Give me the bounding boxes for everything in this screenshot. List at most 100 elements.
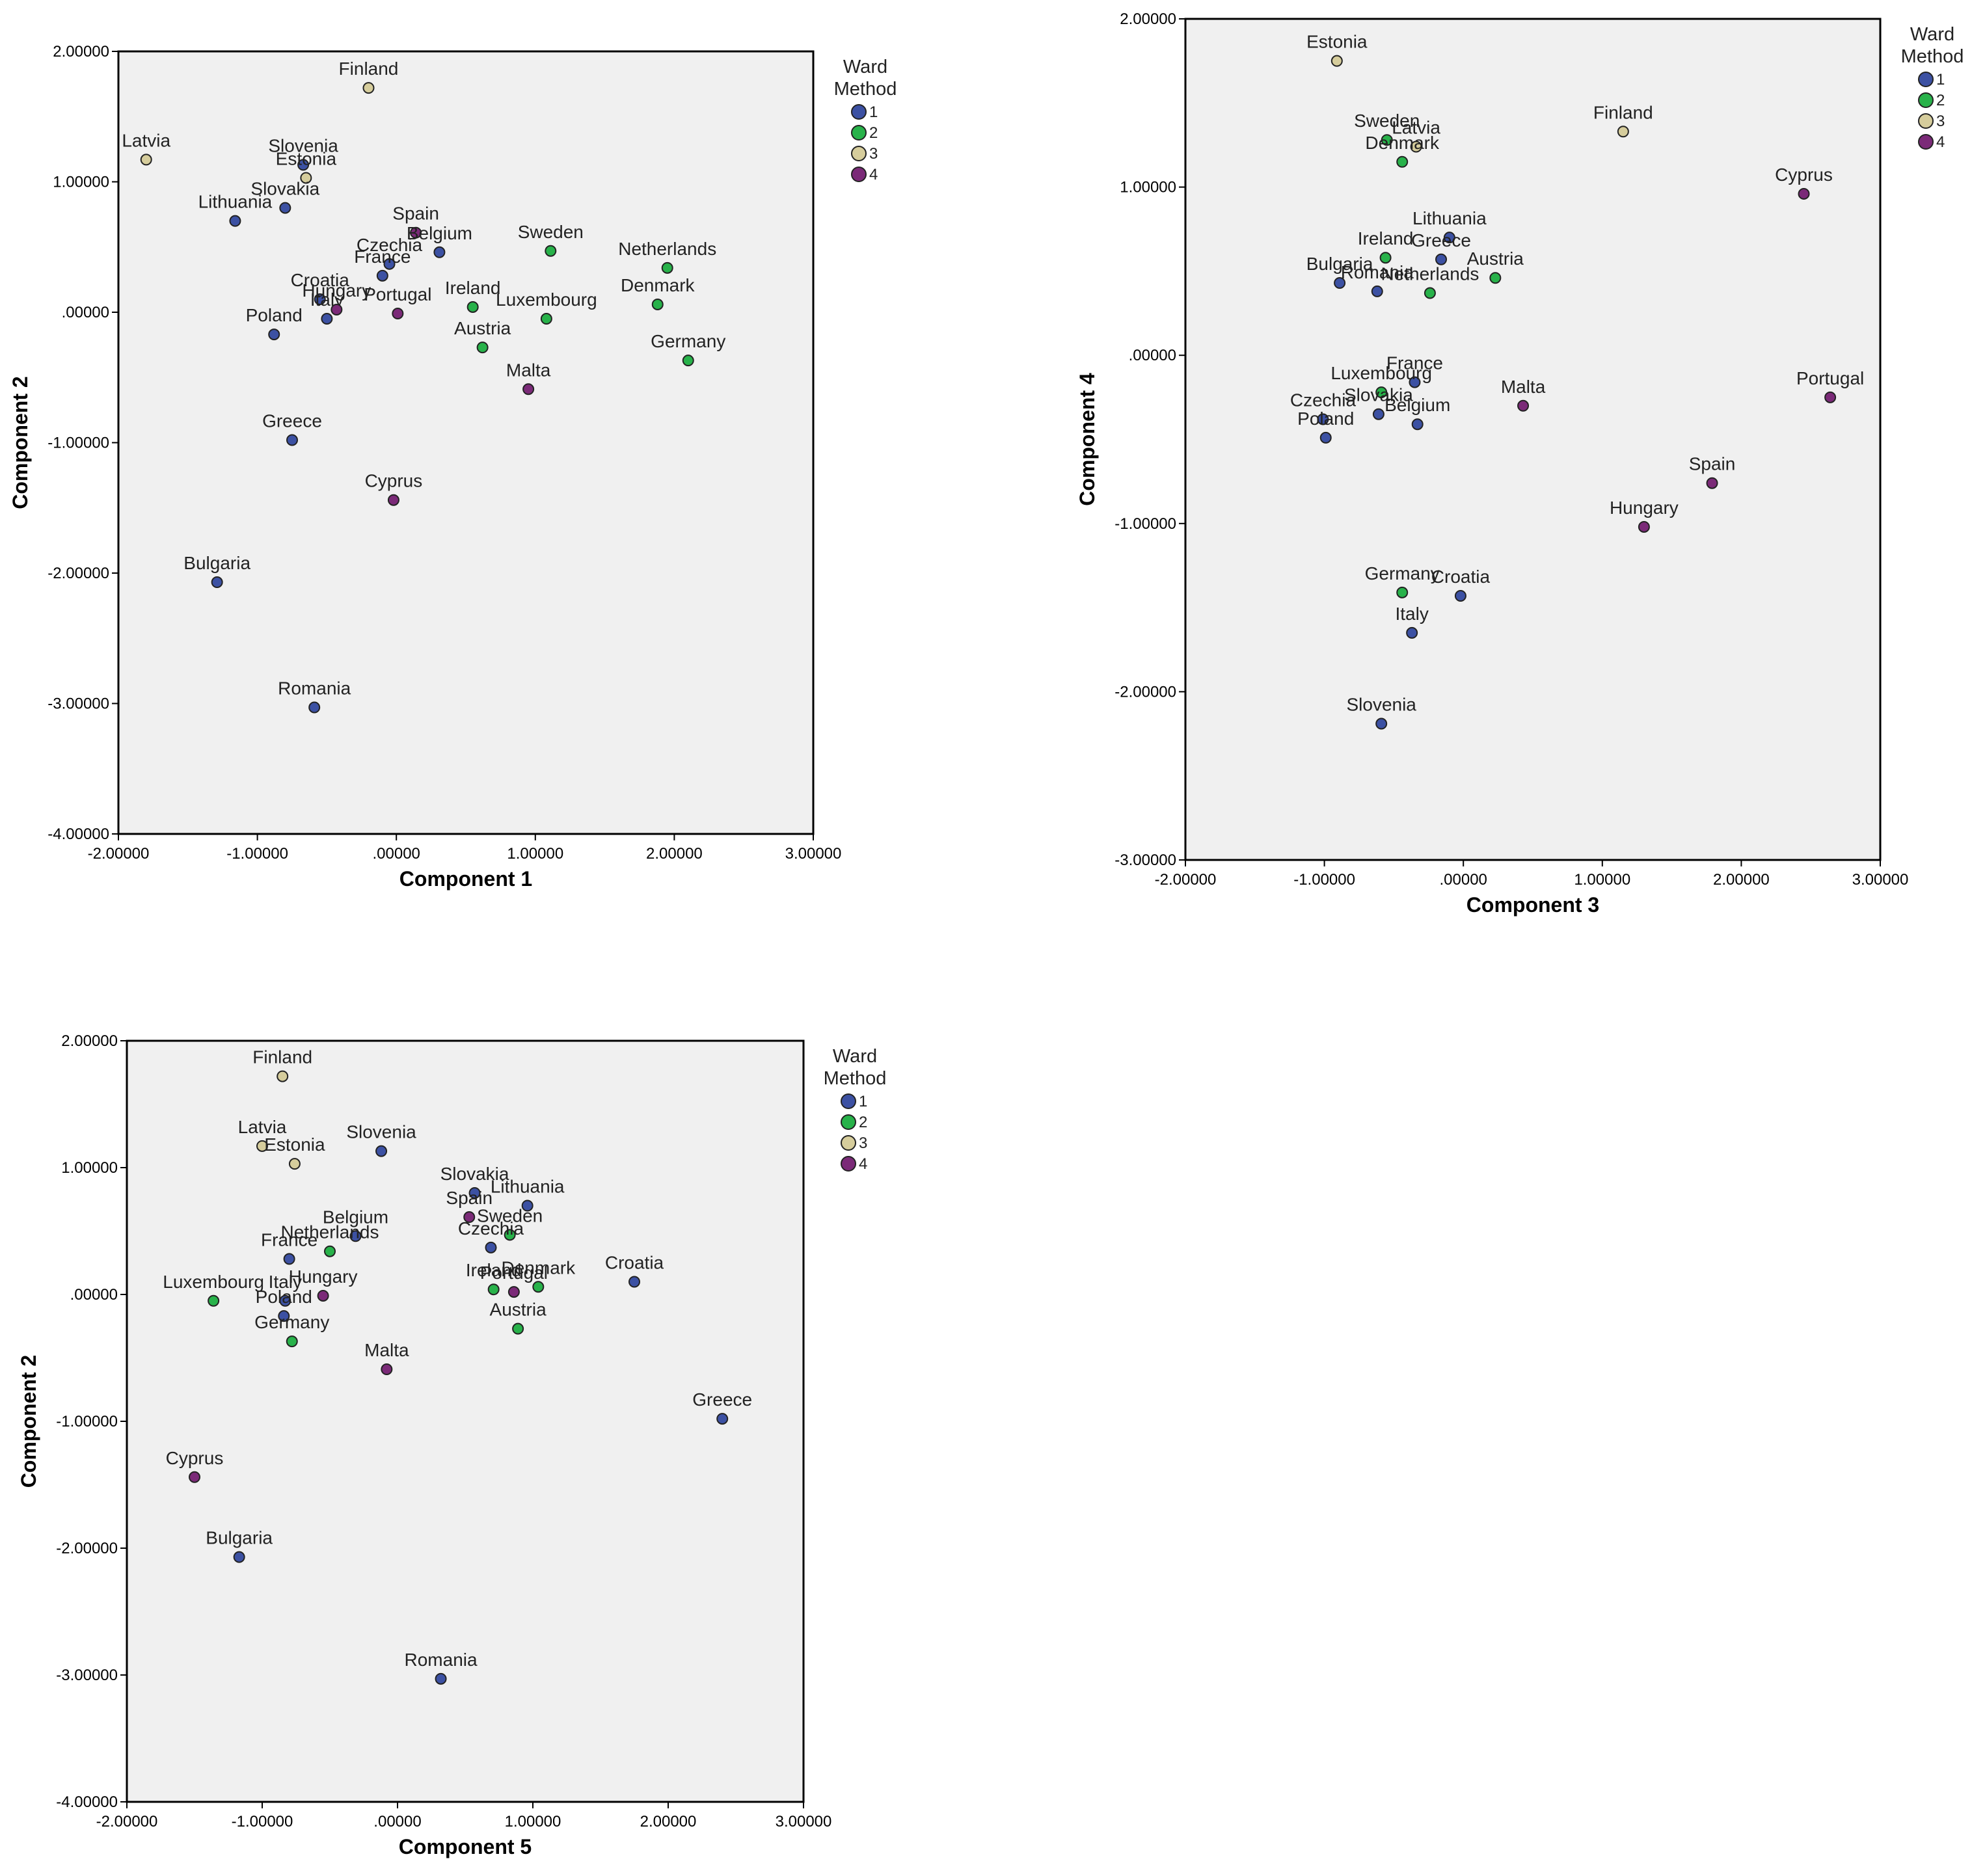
point-germany bbox=[682, 355, 694, 367]
point-belgium bbox=[349, 1230, 362, 1242]
legend-swatch bbox=[1918, 113, 1934, 129]
point-label-malta: Malta bbox=[364, 1340, 409, 1360]
point-label-cyprus: Cyprus bbox=[365, 471, 423, 491]
legend-title: Method bbox=[834, 79, 897, 100]
point-poland bbox=[278, 1310, 290, 1322]
point-label-belgium: Belgium bbox=[1384, 395, 1450, 415]
point-austria bbox=[512, 1322, 524, 1335]
point-lithuania bbox=[1443, 232, 1455, 244]
legend-swatch bbox=[1918, 92, 1934, 108]
x-tick-label: 3.00000 bbox=[1852, 871, 1909, 889]
x-tick-label: .00000 bbox=[1439, 871, 1487, 889]
point-label-poland: Poland bbox=[256, 1287, 312, 1307]
point-label-latvia: Latvia bbox=[238, 1117, 287, 1137]
legend-label: 3 bbox=[859, 1134, 867, 1152]
legend-swatch bbox=[851, 125, 867, 141]
point-label-romania: Romania bbox=[278, 678, 351, 699]
point-label-germany: Germany bbox=[254, 1312, 329, 1332]
point-label-czechia: Czechia bbox=[458, 1218, 524, 1239]
point-label-belgium: Belgium bbox=[407, 223, 472, 243]
point-hungary bbox=[317, 1289, 329, 1302]
point-label-luxembourg: Luxembourg bbox=[163, 1272, 264, 1292]
point-label-cyprus: Cyprus bbox=[1775, 165, 1833, 185]
point-label-germany: Germany bbox=[651, 331, 725, 351]
legend-swatch bbox=[851, 146, 867, 161]
point-label-sweden: Sweden bbox=[477, 1205, 543, 1226]
point-label-ireland: Ireland bbox=[466, 1260, 522, 1280]
point-label-greece: Greece bbox=[1411, 230, 1471, 250]
point-label-austria: Austria bbox=[490, 1300, 547, 1320]
point-latvia bbox=[140, 154, 152, 166]
x-tick-label: -1.00000 bbox=[232, 1813, 293, 1830]
x-tick-label: 1.00000 bbox=[1574, 871, 1630, 889]
legend-swatch bbox=[841, 1114, 856, 1130]
point-label-estonia: Estonia bbox=[264, 1134, 325, 1155]
point-latvia bbox=[1410, 141, 1422, 153]
y-tick-label: -1.00000 bbox=[56, 1413, 118, 1430]
point-label-czechia: Czechia bbox=[1290, 390, 1357, 410]
point-label-slovenia: Slovenia bbox=[1346, 695, 1416, 715]
point-netherlands bbox=[1424, 287, 1436, 299]
point-luxembourg bbox=[1375, 386, 1388, 399]
point-label-croatia: Croatia bbox=[291, 270, 350, 290]
point-label-bulgaria: Bulgaria bbox=[206, 1528, 273, 1548]
legend-label: 1 bbox=[1936, 71, 1945, 88]
point-label-luxembourg: Luxembourg bbox=[496, 289, 597, 310]
legend-swatch bbox=[851, 167, 867, 182]
point-estonia bbox=[300, 172, 312, 184]
x-tick-label: 2.00000 bbox=[1713, 871, 1770, 889]
point-italy bbox=[279, 1294, 291, 1307]
point-portugal bbox=[1824, 391, 1837, 403]
plot-area bbox=[126, 1039, 805, 1803]
chart-1: -2.00000 -1.00000.00000 1.00000 2.00000 3.00… bbox=[8, 43, 897, 891]
point-croatia bbox=[314, 293, 326, 305]
point-romania bbox=[1371, 285, 1383, 297]
x-tick-label: 2.00000 bbox=[640, 1813, 697, 1830]
point-latvia bbox=[256, 1140, 268, 1152]
point-sweden bbox=[545, 245, 557, 257]
y-axis-title: Component 4 bbox=[1075, 373, 1099, 506]
x-tick-label: -2.00000 bbox=[1155, 871, 1217, 889]
point-label-malta: Malta bbox=[506, 360, 551, 380]
y-tick-label: -1.00000 bbox=[47, 435, 109, 452]
point-label-hungary: Hungary bbox=[289, 1266, 358, 1287]
point-label-slovakia: Slovakia bbox=[250, 179, 319, 199]
point-label-estonia: Estonia bbox=[1306, 32, 1368, 52]
point-label-poland: Poland bbox=[1297, 409, 1354, 429]
point-poland bbox=[1319, 431, 1332, 444]
y-tick-label: .00000 bbox=[62, 304, 109, 321]
y-tick-label: 2.00000 bbox=[61, 1032, 118, 1050]
legend-label: 3 bbox=[869, 145, 878, 163]
point-label-ireland: Ireland bbox=[445, 278, 501, 298]
y-axis-title: Component 2 bbox=[8, 376, 32, 509]
legend-label: 4 bbox=[859, 1155, 867, 1173]
point-cyprus bbox=[1798, 187, 1810, 200]
point-label-france: France bbox=[261, 1229, 317, 1250]
point-label-france: France bbox=[354, 247, 411, 267]
x-tick-label: 3.00000 bbox=[776, 1813, 832, 1830]
point-slovenia bbox=[375, 1145, 388, 1157]
point-malta bbox=[381, 1363, 393, 1376]
point-label-estonia: Estonia bbox=[276, 148, 337, 168]
point-label-hungary: Hungary bbox=[1610, 498, 1679, 518]
legend-label: 2 bbox=[869, 124, 878, 142]
point-label-hungary: Hungary bbox=[302, 280, 371, 301]
point-label-slovakia: Slovakia bbox=[440, 1164, 509, 1184]
point-slovenia bbox=[297, 159, 310, 171]
point-lithuania bbox=[521, 1199, 534, 1212]
point-ireland bbox=[487, 1283, 500, 1296]
point-label-denmark: Denmark bbox=[502, 1257, 576, 1278]
legend-swatch bbox=[841, 1093, 856, 1109]
point-italy bbox=[1406, 626, 1418, 639]
point-label-luxembourg: Luxembourg bbox=[1330, 363, 1432, 383]
point-label-spain: Spain bbox=[392, 204, 439, 224]
x-tick-label: .00000 bbox=[372, 845, 420, 863]
point-label-greece: Greece bbox=[692, 1389, 752, 1410]
point-greece bbox=[286, 434, 298, 446]
point-hungary bbox=[1638, 520, 1650, 533]
legend-swatch bbox=[1918, 72, 1934, 87]
point-label-portugal: Portugal bbox=[1796, 368, 1864, 388]
legend-title: Method bbox=[824, 1068, 887, 1089]
